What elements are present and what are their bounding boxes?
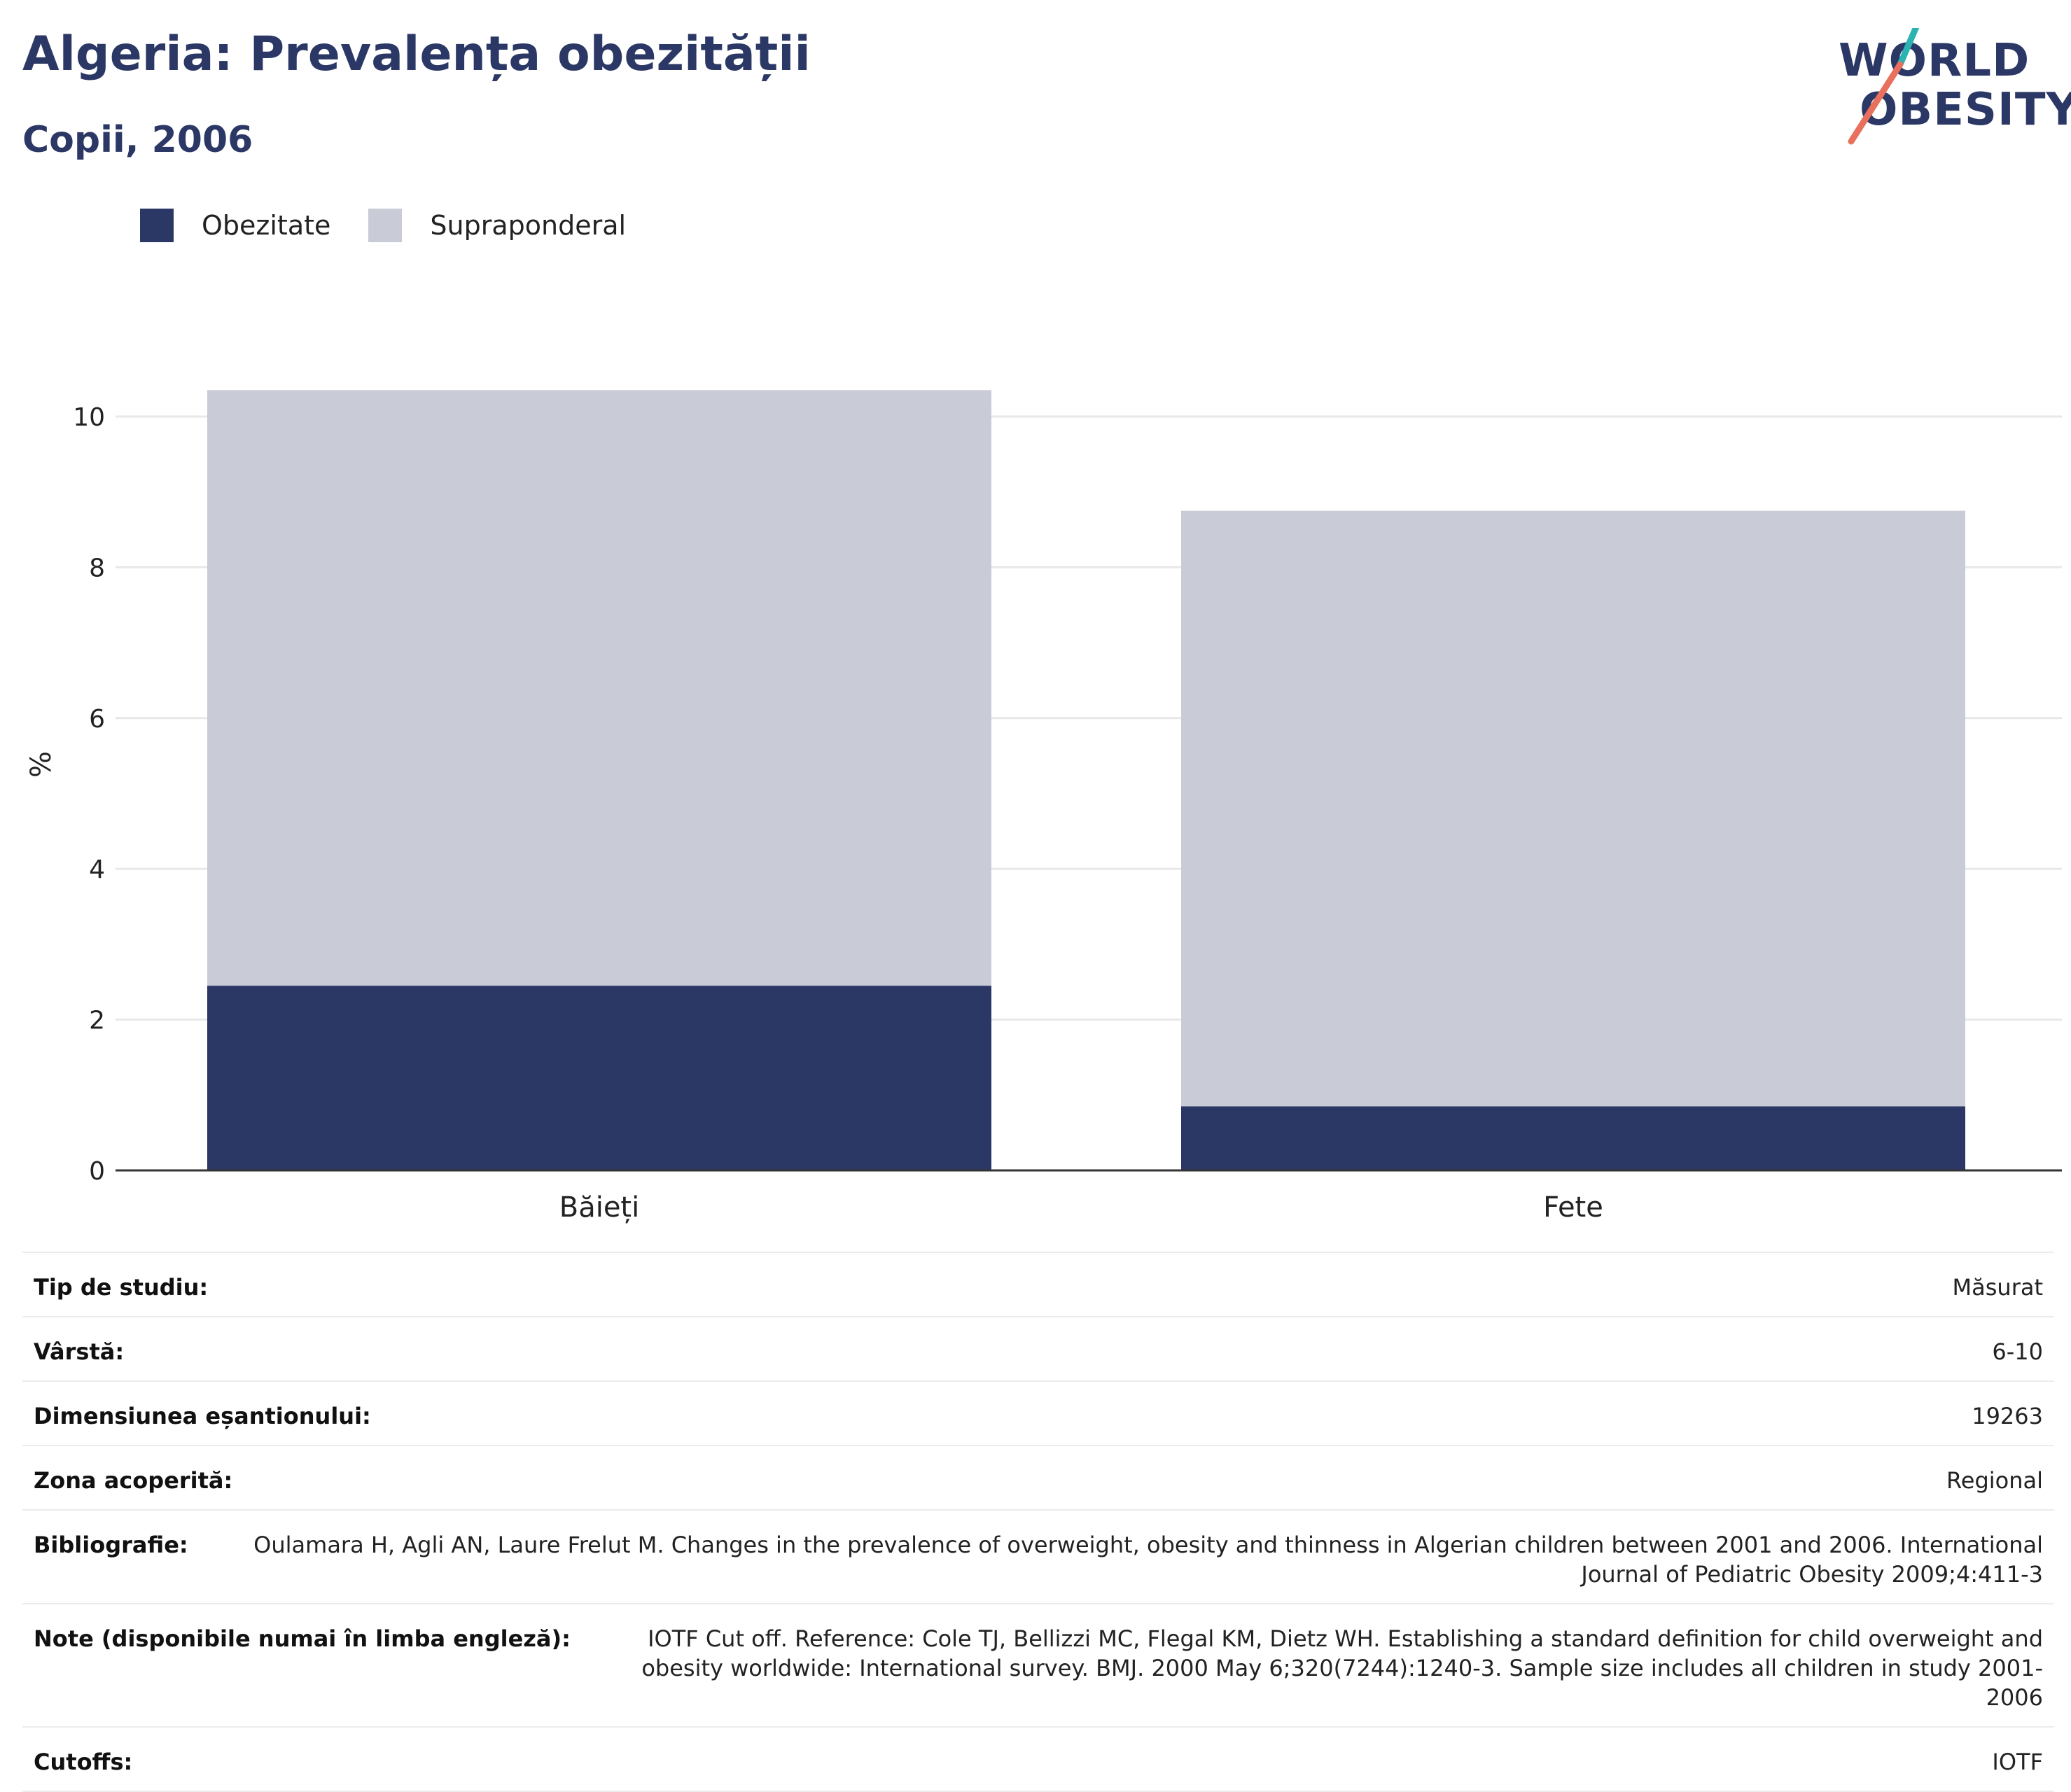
bar-supraponderal-2[interactable] [1181,510,1965,1107]
y-tick-label: 8 [89,554,105,582]
y-tick-label: 6 [89,705,105,734]
table-row: Zona acoperită: Regional [22,1446,2054,1511]
row-key: Dimensiunea eșantionului: [34,1403,371,1429]
y-tick-label: 10 [73,403,105,432]
legend-swatch-obezitate [140,209,174,242]
table-row: Bibliografie: Oulamara H, Agli AN, Laure… [22,1511,2054,1604]
bar-chart: 0 2 4 6 8 10 Băieți Fete % [25,390,2062,1224]
row-value: 19263 [1972,1403,2043,1429]
row-value: Oulamara H, Agli AN, Laure Frelut M. Cha… [253,1532,2043,1588]
logo-line-1: WORLD [1839,35,2030,87]
legend-item-obezitate[interactable]: Obezitate [140,209,330,242]
row-value: 6-10 [1992,1338,2043,1365]
legend-item-supraponderal[interactable]: Supraponderal [368,209,626,242]
legend-label-obezitate: Obezitate [202,210,331,241]
y-axis-label: % [25,751,57,778]
y-tick-label: 4 [89,855,105,884]
bar-supraponderal-1[interactable] [207,390,991,986]
bar-obezitate-1[interactable] [207,986,991,1170]
page-subtitle: Copii, 2006 [22,119,253,161]
bars [207,390,1965,1170]
legend-swatch-supraponderal [368,209,403,242]
row-key: Cutoffs: [34,1749,133,1775]
page-title: Algeria: Prevalența obezității [22,27,811,82]
table-row: Note (disponibile numai în limba engleză… [22,1604,2054,1728]
row-value: Măsurat [1952,1274,2043,1301]
row-value: IOTF Cut off. Reference: Cole TJ, Belliz… [641,1625,2043,1711]
x-category-label: Băieți [559,1191,639,1224]
x-axis-categories: Băieți Fete [559,1191,1603,1224]
row-key: Zona acoperită: [34,1467,233,1494]
y-tick-label: 0 [89,1157,105,1186]
row-key: Bibliografie: [34,1532,188,1558]
row-key: Note (disponibile numai în limba engleză… [34,1625,571,1652]
row-key: Tip de studiu: [34,1274,209,1301]
table-row: Tip de studiu: Măsurat [22,1253,2054,1317]
chart-legend: Obezitate Supraponderal [140,209,664,242]
table-row: Cutoffs: IOTF [22,1728,2054,1792]
row-value: IOTF [1992,1749,2043,1775]
legend-label-supraponderal: Supraponderal [430,210,627,241]
row-value: Regional [1946,1467,2043,1494]
x-category-label: Fete [1543,1191,1603,1224]
y-axis-ticks: 0 2 4 6 8 10 [73,403,105,1186]
world-obesity-logo: WORLD OBESITY [1827,28,2071,147]
study-details-table: Tip de studiu: Măsurat Vârstă: 6-10 Dime… [22,1252,2054,1792]
logo-line-2: OBESITY [1860,84,2071,136]
logo-slash-icon [1848,28,1920,145]
table-row: Vârstă: 6-10 [22,1317,2054,1382]
bar-obezitate-2[interactable] [1181,1106,1965,1170]
row-key: Vârstă: [34,1338,125,1365]
y-tick-label: 2 [89,1007,105,1035]
table-row: Dimensiunea eșantionului: 19263 [22,1382,2054,1446]
